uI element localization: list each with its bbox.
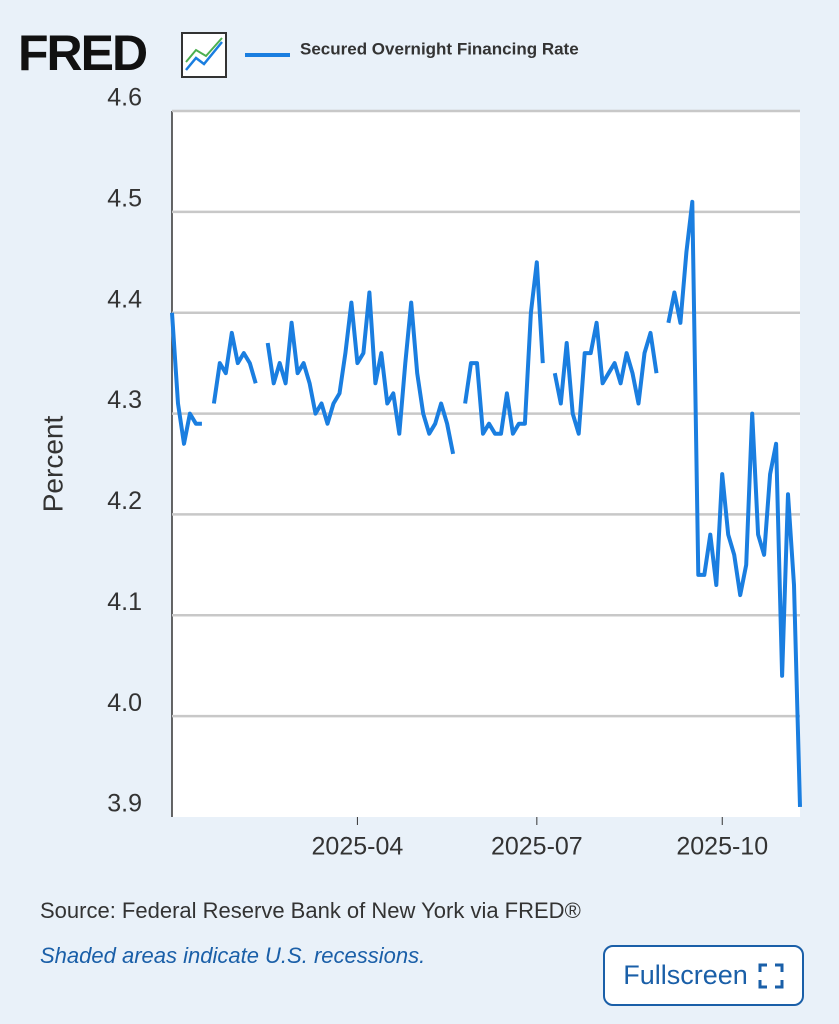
legend-label: Secured Overnight Financing Rate: [300, 39, 579, 58]
y-tick-label: 4.0: [107, 689, 142, 717]
logo-icon: [181, 32, 227, 78]
y-tick-label: 4.2: [107, 487, 142, 515]
source: Source: Federal Reserve Bank of New York…: [40, 898, 581, 923]
series-line: [170, 199, 802, 807]
logo: FRED: [18, 25, 147, 81]
x-tick-label: 2025-10: [676, 833, 768, 861]
y-tick-label: 4.1: [107, 588, 142, 616]
y-tick-label: 4.3: [107, 386, 142, 414]
x-tick-label: 2025-07: [491, 833, 583, 861]
y-axis-label: Percent: [37, 416, 68, 513]
y-tick-label: 4.5: [107, 184, 142, 212]
button-label[interactable]: Fullscreen: [623, 960, 748, 990]
fullscreen-icon[interactable]: [758, 963, 784, 989]
fullscreen-button[interactable]: Fullscreen: [603, 945, 804, 1006]
x-tick-label: 2025-04: [312, 833, 404, 861]
plot-area: [172, 111, 800, 817]
y-tick-label: 4.4: [107, 285, 142, 313]
y-tick-label: 3.9: [107, 790, 142, 818]
y-tick-label: 4.6: [107, 84, 142, 112]
note: Shaded areas indicate U.S. recessions.: [40, 943, 426, 968]
